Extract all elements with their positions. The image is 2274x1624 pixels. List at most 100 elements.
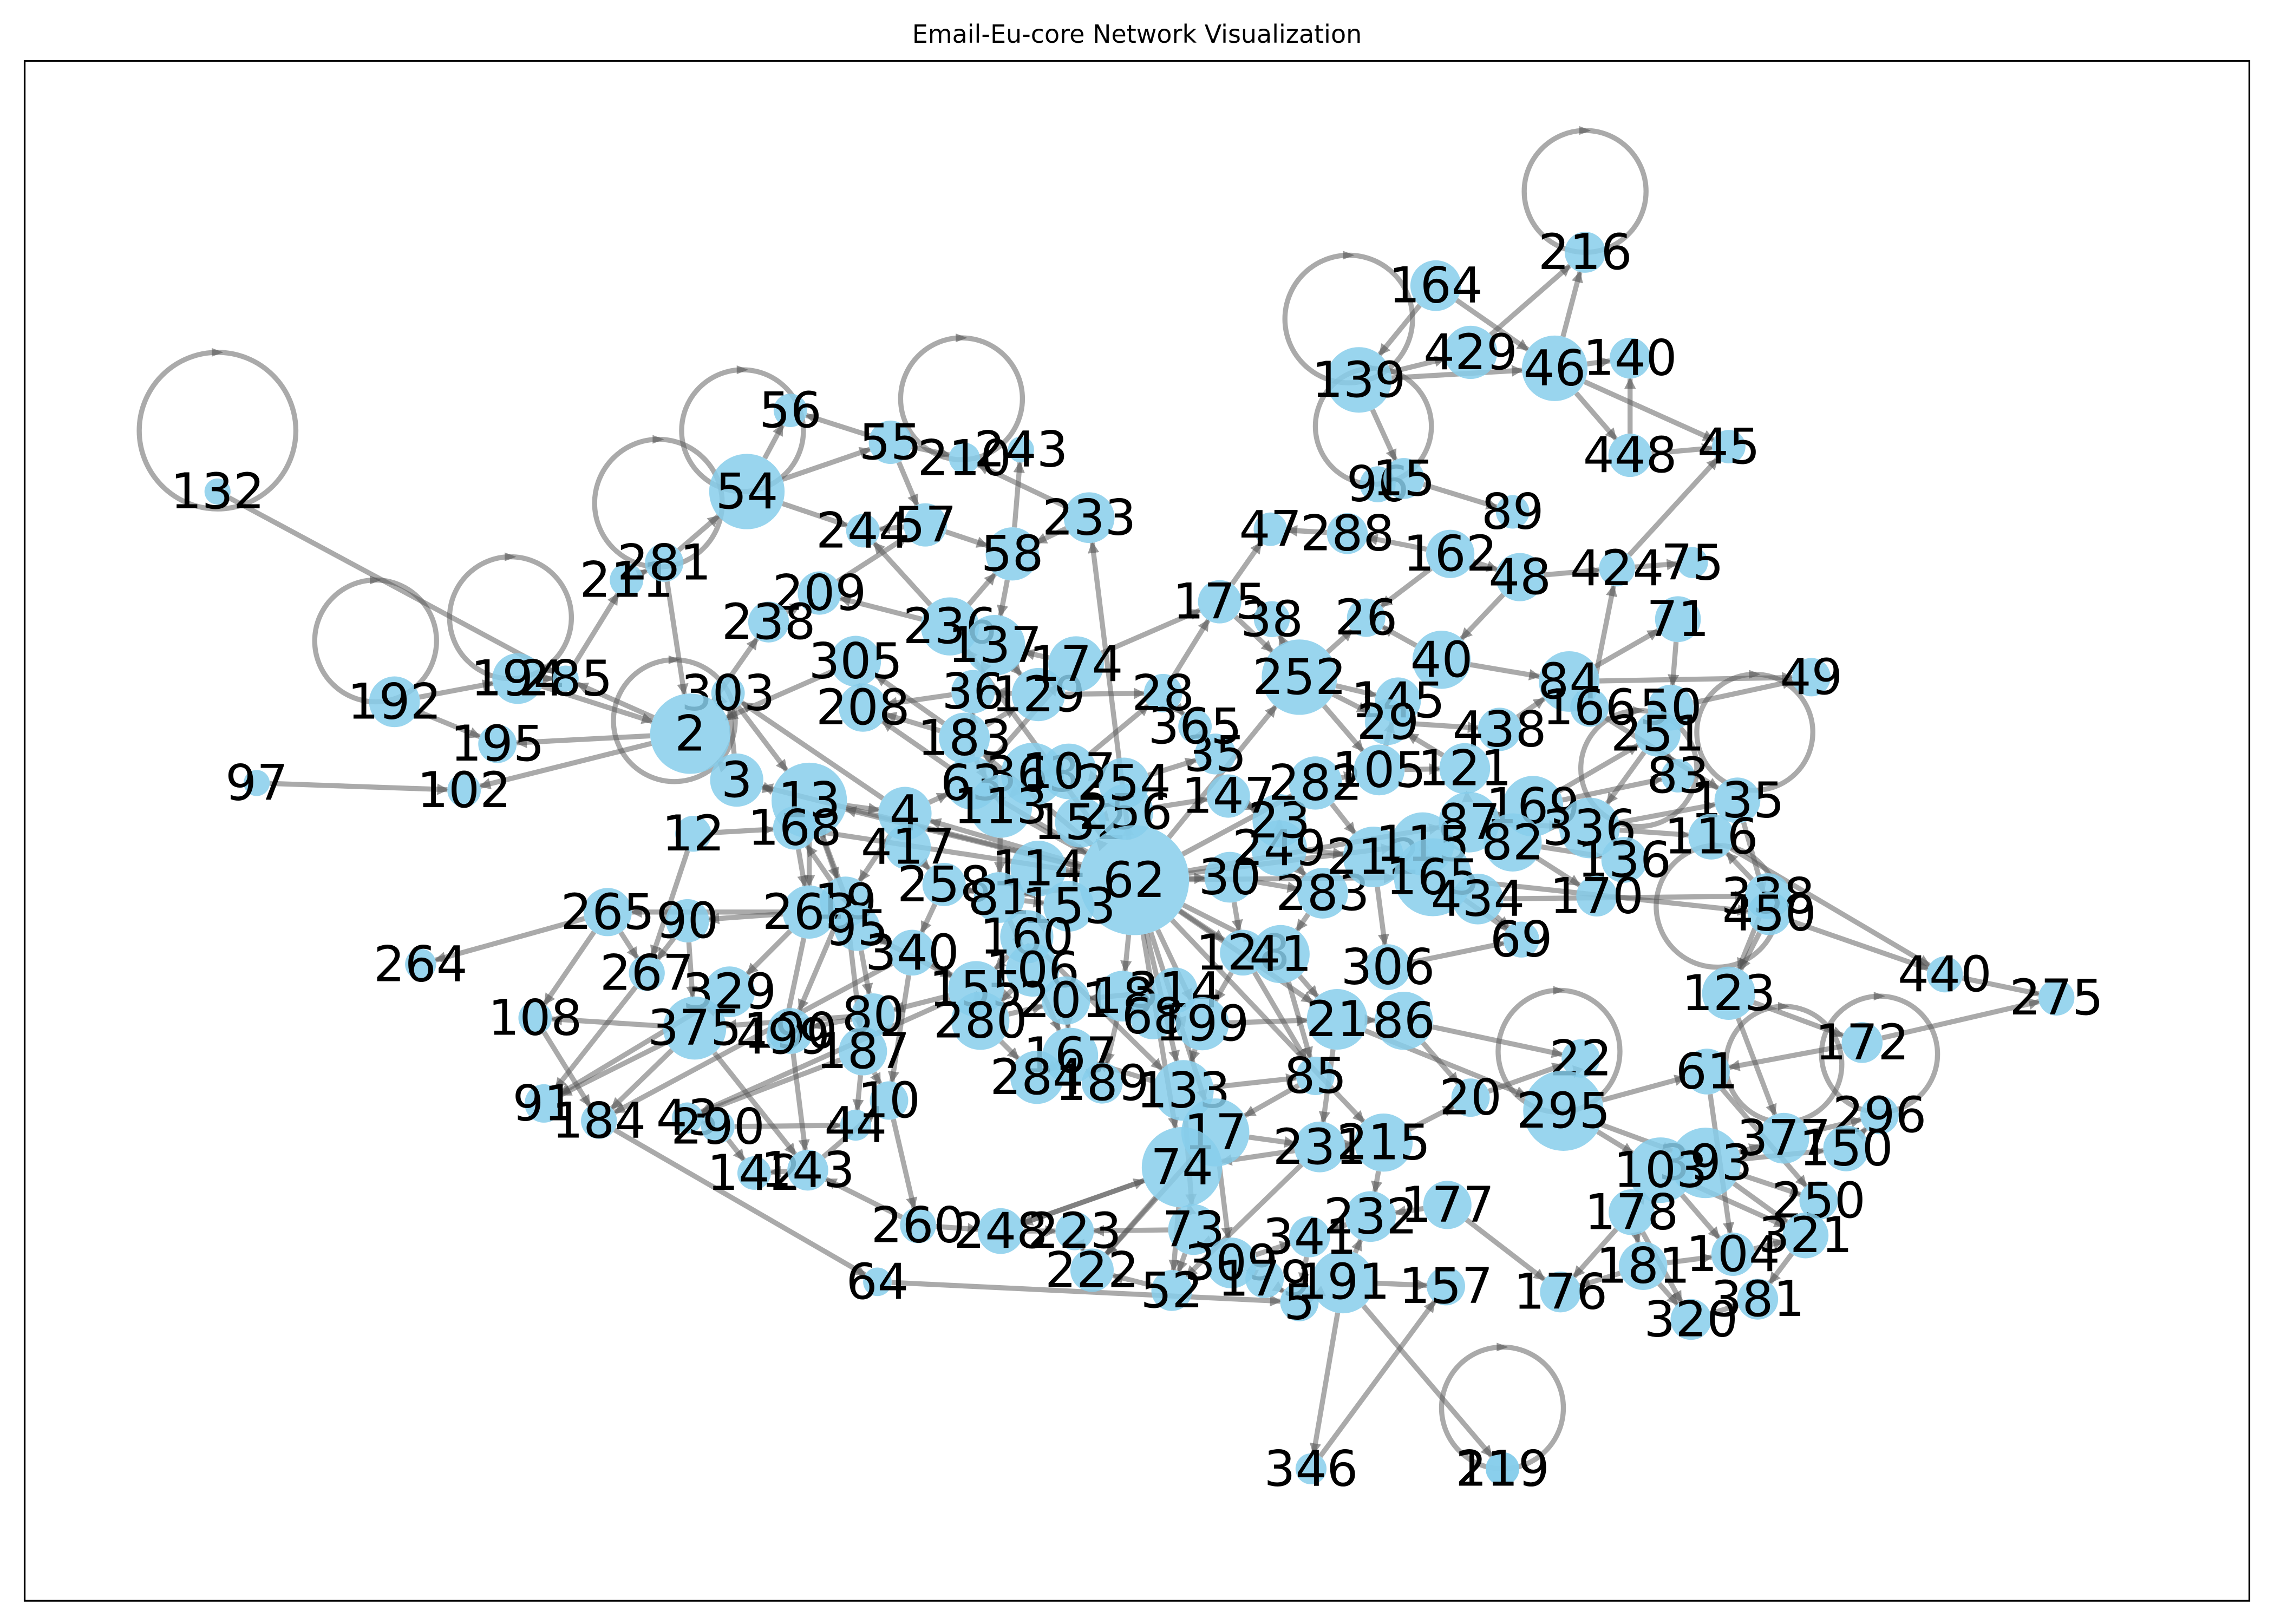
node-label: 377 — [1737, 1110, 1831, 1167]
node-306: 306 — [1341, 939, 1435, 996]
node-label: 208 — [816, 679, 910, 736]
edge-46-448 — [1574, 391, 1618, 441]
edge-81-153 — [1024, 896, 1045, 908]
node-336: 336 — [1543, 797, 1637, 859]
node-circle — [447, 773, 481, 807]
edge-249-283 — [1293, 863, 1307, 877]
node-label: 105 — [1332, 741, 1426, 798]
node-61: 61 — [1676, 1043, 1739, 1100]
node-label: 137 — [948, 617, 1042, 674]
node-254: 254 — [1077, 754, 1171, 811]
node-label: 280 — [933, 992, 1028, 1050]
self-loop-arrowhead — [505, 552, 517, 561]
node-label: 265 — [560, 883, 655, 941]
node-label: 47 — [1239, 501, 1302, 558]
node-label: 140 — [1583, 330, 1677, 387]
edge-281-54 — [677, 514, 720, 552]
node-440: 440 — [1898, 946, 1992, 1003]
edge-393-321 — [1732, 1181, 1789, 1224]
node-116: 116 — [1664, 808, 1759, 866]
edge-303-13 — [736, 705, 789, 772]
node-172: 172 — [1815, 1014, 1909, 1071]
node-circle — [405, 948, 436, 980]
node-label: 264 — [374, 935, 468, 993]
node-circle — [1495, 495, 1530, 529]
node-label: 41 — [1249, 926, 1312, 983]
edge-181-176 — [1578, 1271, 1621, 1288]
edge-254-35 — [1147, 757, 1198, 778]
edge-18-189 — [1103, 1020, 1120, 1065]
node-circle — [830, 636, 881, 687]
edge-321-381 — [1768, 1252, 1794, 1285]
edge-248-74 — [1021, 1178, 1146, 1226]
node-103: 103 — [1613, 1137, 1708, 1203]
node-label: 238 — [722, 593, 816, 651]
node-circle — [766, 1020, 800, 1054]
edge-209-57 — [836, 534, 909, 584]
edge-340-10 — [887, 974, 911, 1083]
node-label: 233 — [1042, 489, 1136, 546]
edge-191-346 — [1309, 1312, 1341, 1455]
edge-281-2 — [664, 581, 689, 696]
node-circle — [671, 1102, 703, 1134]
node-label: 450 — [1722, 885, 1816, 942]
edge-175-47 — [1230, 541, 1263, 586]
edge-15-89 — [1422, 482, 1498, 510]
node-circle — [1570, 688, 1609, 727]
node-label: 375 — [648, 999, 742, 1057]
node-label: 295 — [1517, 1082, 1611, 1140]
edge-417-258 — [918, 857, 931, 871]
node-circle — [1010, 841, 1067, 896]
node-circle — [524, 1084, 563, 1123]
node-circle — [1081, 1063, 1123, 1104]
self-loop-arrowhead — [370, 575, 382, 585]
node-circle — [2038, 979, 2075, 1016]
node-label: 305 — [808, 632, 903, 690]
node-circle — [1251, 925, 1310, 984]
node-216: 216 — [1538, 224, 1632, 281]
node-circle — [1010, 1051, 1064, 1104]
node-circle — [1758, 1112, 1809, 1164]
edge-129-28 — [1064, 687, 1146, 699]
node-58: 58 — [981, 525, 1044, 582]
node-label: 192 — [348, 673, 442, 730]
node-89: 89 — [1481, 483, 1544, 541]
node-label: 251 — [1611, 705, 1705, 762]
edge-338-116 — [1725, 851, 1754, 881]
edge-429-216 — [1489, 264, 1572, 337]
node-label: 175 — [1173, 573, 1267, 631]
node-label: 189 — [1055, 1055, 1149, 1112]
edge-290-44 — [734, 1119, 842, 1131]
node-circle — [710, 753, 763, 807]
node-label: 49 — [1780, 649, 1843, 706]
node-191: 191 — [1296, 1250, 1390, 1314]
node-448: 448 — [1583, 427, 1677, 484]
edge-424-75 — [1635, 559, 1678, 571]
node-circle — [1143, 673, 1182, 712]
node-circle — [1048, 636, 1104, 692]
node-circle — [1178, 710, 1212, 743]
node-circle — [977, 1208, 1024, 1254]
node-label: 260 — [871, 1196, 965, 1254]
node-label: 178 — [1584, 1183, 1678, 1241]
node-450: 450 — [1722, 885, 1816, 942]
node-41: 41 — [1249, 925, 1312, 984]
edge-252-38 — [1277, 634, 1290, 647]
node-56: 56 — [759, 382, 822, 439]
node-circle — [1079, 825, 1190, 935]
node-label: 288 — [1300, 505, 1394, 562]
node-280: 280 — [933, 992, 1028, 1050]
edge-450-123 — [1738, 932, 1762, 971]
node-circle — [1296, 1057, 1335, 1095]
node-174: 174 — [1029, 636, 1123, 693]
edge-139-429 — [1390, 355, 1446, 375]
node-238: 238 — [722, 593, 816, 651]
node-circle — [1055, 1212, 1094, 1250]
edge-172-275 — [1881, 998, 2041, 1040]
edge-184-64 — [613, 1128, 867, 1277]
edge-448-45 — [1651, 443, 1714, 456]
node-215: 215 — [1336, 1114, 1430, 1172]
node-circle — [1503, 921, 1540, 958]
node-244: 244 — [816, 502, 910, 559]
node-circle — [1714, 777, 1761, 823]
